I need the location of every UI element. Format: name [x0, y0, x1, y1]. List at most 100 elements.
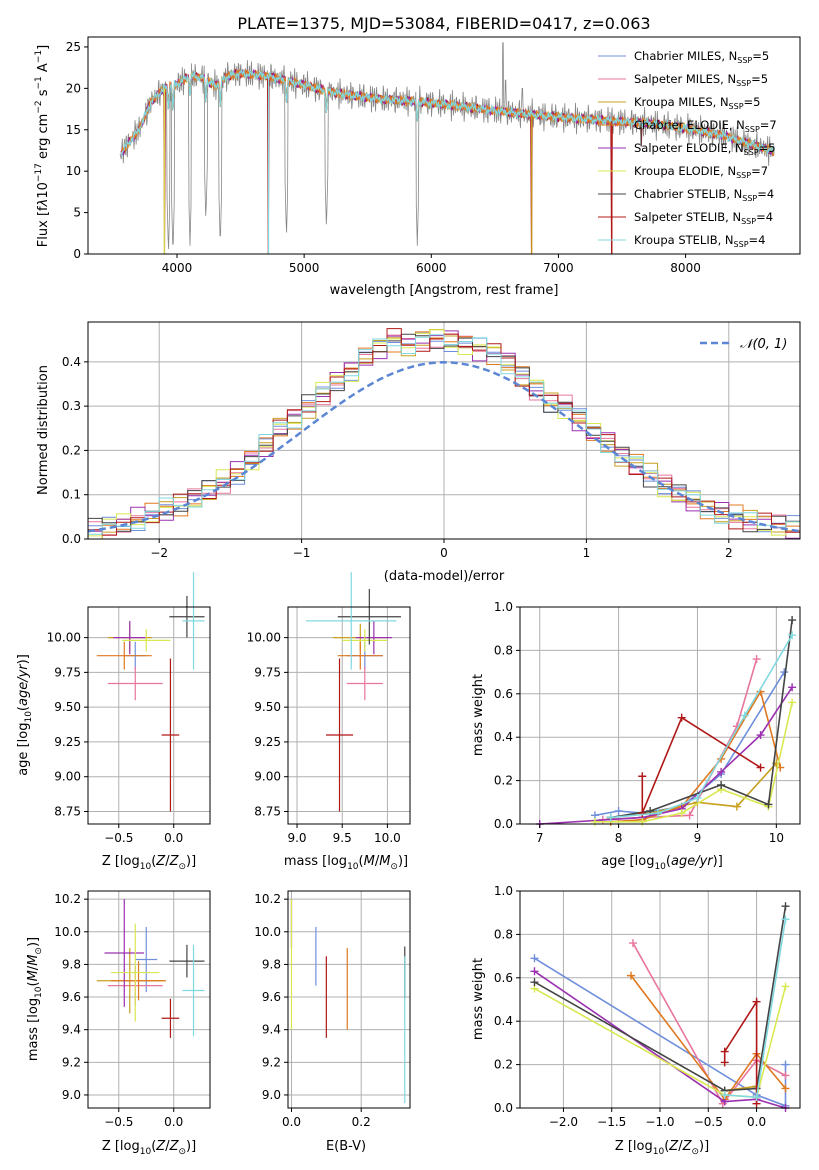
legend-value: =4 [749, 233, 766, 247]
ageZ-frame [87, 606, 211, 825]
mass-weight-vs-Z-panel: −2.0 −1.5 −1.0 −0.5 0.0 0.0 0.2 0.4 0.6 0.8 1.0 Z … [471, 884, 801, 1157]
x-tick-label: 0.2 [352, 1115, 371, 1129]
plus-marker [788, 698, 797, 707]
x-tick-label: 5000 [289, 261, 320, 275]
plus-marker [752, 997, 761, 1006]
y-tick-label: 10.00 [247, 631, 281, 645]
plus-marker [781, 1060, 790, 1069]
y-tick-label: 9.4 [262, 1023, 281, 1037]
ageZ-marks [96, 572, 205, 812]
mwZ-xlabel: Z [log10(Z/Z⊙)] [615, 1139, 709, 1157]
legend-label: Salpeter STELIB, NSSP=4 [634, 210, 773, 226]
plus-marker [720, 1058, 729, 1067]
massZ-grid [88, 891, 210, 1108]
mass-weight-line [723, 998, 758, 1104]
mwAge-ticks: 7 8 9 10 0.0 0.2 0.4 0.6 0.8 1.0 [494, 600, 784, 845]
plus-marker [717, 780, 726, 789]
y-tick-label: 9.8 [262, 957, 281, 971]
x-tick-label: 9.5 [333, 831, 352, 845]
x-tick-label: −2 [150, 546, 168, 560]
y-tick-label: 9.0 [262, 1088, 281, 1102]
plus-marker [756, 731, 765, 740]
legend-subscript: SSP [745, 125, 760, 134]
residual-histogram-panel: −2 −1 0 1 2 0.0 0.1 0.2 0.3 0.4 (data-model)/erro… [36, 321, 801, 584]
y-tick-label: 0.2 [62, 443, 81, 457]
x-tick-label: −1 [293, 546, 311, 560]
y-tick-label: 9.25 [254, 735, 281, 749]
plus-marker [781, 902, 790, 911]
spectrum-legend: Chabrier MILES, NSSP=5 Salpeter MILES, NS… [598, 49, 777, 249]
legend-value: =4 [757, 187, 774, 201]
plus-marker [752, 655, 761, 664]
massE-ticks: 0.0 0.2 9.0 9.2 9.4 9.6 9.8 10.0 10.2 [254, 892, 370, 1129]
y-tick-label: 9.6 [262, 990, 281, 1004]
plus-marker [638, 809, 647, 818]
legend-value: =5 [759, 141, 776, 155]
mass-vs-Z-panel: −0.5 0.0 9.0 9.2 9.4 9.6 9.8 10.0 10.2 Z [log10(… [26, 890, 211, 1157]
plus-marker [788, 683, 797, 692]
plus-marker [781, 1084, 790, 1093]
y-tick-label: 0.4 [494, 1014, 513, 1028]
spectrum-xlabel: wavelength [Angstrom, rest frame] [330, 283, 559, 298]
legend-subscript: SSP [737, 56, 752, 65]
legend-value: =5 [751, 72, 768, 86]
plus-marker [788, 631, 797, 640]
massE-grid [288, 891, 410, 1108]
legend-subscript: SSP [742, 194, 757, 203]
massZ-ylabel: mass [log10(M/M⊙)] [26, 937, 44, 1061]
hist-ticks: −2 −1 0 1 2 0.0 0.1 0.2 0.3 0.4 [62, 355, 733, 560]
plus-marker [781, 1071, 790, 1080]
legend-value: =7 [751, 164, 768, 178]
y-tick-label: 0.4 [62, 355, 81, 369]
spectrum-marks [119, 42, 775, 255]
y-tick-label: 0.0 [62, 532, 81, 546]
y-tick-label: 9.6 [62, 990, 81, 1004]
ageM-frame [287, 606, 411, 825]
y-tick-label: 20 [66, 81, 81, 95]
mass-weight-line [610, 619, 793, 819]
y-tick-label: 9.2 [262, 1055, 281, 1069]
age-vs-mass-panel: 9.0 9.5 10.0 8.75 9.00 9.25 9.50 9.75 10.00 mass… [247, 572, 411, 872]
plus-marker [780, 668, 789, 677]
x-tick-label: 9 [694, 831, 702, 845]
mass-weight-vs-age-panel: 7 8 9 10 0.0 0.2 0.4 0.6 0.8 1.0 age [log10(age/y… [471, 600, 801, 872]
spectrum-ylabel: Flux [fλ10−17 erg cm−2 s−1 A−1] [34, 45, 51, 247]
gaussian-curve [87, 361, 801, 533]
y-tick-label: 0.6 [494, 971, 513, 985]
y-tick-label: 0.8 [494, 927, 513, 941]
y-tick-label: 9.2 [62, 1055, 81, 1069]
plus-marker [530, 954, 539, 963]
y-tick-label: 0.6 [494, 687, 513, 701]
legend-label: Kroupa ELODIE, NSSP=7 [634, 164, 768, 180]
y-tick-label: 0.4 [494, 730, 513, 744]
mass-weight-line [602, 658, 758, 821]
ageM-xlabel: mass [log10(M/M⊙)] [284, 854, 408, 872]
x-tick-label: 10 [769, 831, 784, 845]
legend-value: =4 [756, 210, 773, 224]
plus-marker [606, 813, 615, 822]
x-tick-label: −2.0 [549, 1115, 578, 1129]
y-tick-label: 9.75 [254, 665, 281, 679]
legend-label: Chabrier ELODIE, NSSP=7 [634, 118, 777, 134]
massE-xlabel: E(B-V) [326, 1139, 366, 1154]
x-tick-label: −1.0 [645, 1115, 674, 1129]
y-tick-label: 10.0 [254, 925, 281, 939]
plus-marker [720, 1090, 729, 1099]
y-tick-label: 9.8 [62, 957, 81, 971]
y-tick-label: 8.75 [54, 804, 81, 818]
spectrum-ticks: 4000 5000 6000 7000 8000 0 5 10 15 20 25 [66, 40, 701, 275]
hist-legend: 𝒩(0, 1) [700, 337, 787, 352]
ageZ-ticks: −0.5 0.0 8.75 9.00 9.25 9.50 9.75 10.00 [47, 631, 184, 845]
massZ-ticks: −0.5 0.0 9.0 9.2 9.4 9.6 9.8 10.0 10.2 [54, 892, 183, 1129]
y-tick-label: 0.1 [62, 488, 81, 502]
plus-marker [677, 809, 686, 818]
hist-ylabel: Normed distribution [36, 365, 51, 495]
hist-series-step [88, 334, 800, 535]
x-tick-label: 8000 [670, 261, 701, 275]
mwZ-ylabel: mass weight [471, 958, 486, 1040]
x-tick-label: 10.0 [374, 831, 401, 845]
mwZ-marks [530, 902, 790, 1112]
mwAge-marks [535, 616, 797, 828]
spectrum-panel: 4000 5000 6000 7000 8000 0 5 10 15 20 25 wavelengt… [34, 36, 801, 298]
